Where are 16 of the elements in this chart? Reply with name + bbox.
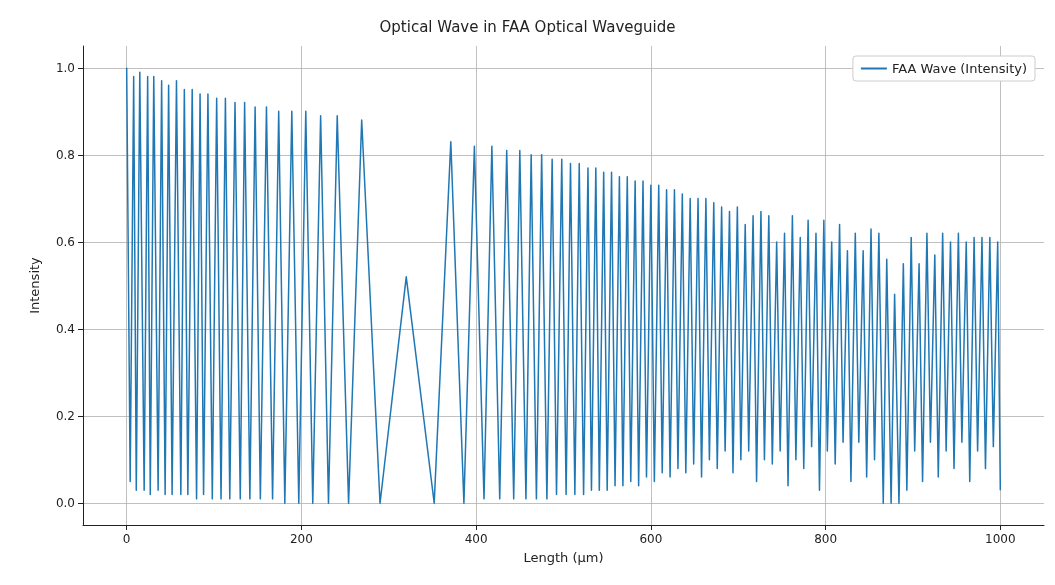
y-tick-label: 0.6 xyxy=(55,234,75,249)
x-tick-label: 200 xyxy=(289,532,313,546)
y-tick-label: 0.4 xyxy=(55,322,75,337)
y-axis-title: Intensity xyxy=(27,256,42,314)
x-tick-label: 400 xyxy=(464,532,488,546)
x-tick-label: 800 xyxy=(814,532,838,546)
y-tick-label: 1.0 xyxy=(55,60,75,75)
legend-label: FAA Wave (Intensity) xyxy=(891,61,1028,76)
x-tick-label: 1000 xyxy=(985,532,1016,546)
x-tick-label: 0 xyxy=(122,532,131,546)
y-tick-label: 0.8 xyxy=(55,147,75,162)
x-axis-title: Length (µm) xyxy=(523,550,604,565)
chart-title: Optical Wave in FAA Optical Waveguide xyxy=(379,17,676,36)
y-tick-label: 0.2 xyxy=(55,409,75,424)
y-tick-label: 0.0 xyxy=(55,496,75,511)
x-tick-label: 600 xyxy=(639,532,663,546)
